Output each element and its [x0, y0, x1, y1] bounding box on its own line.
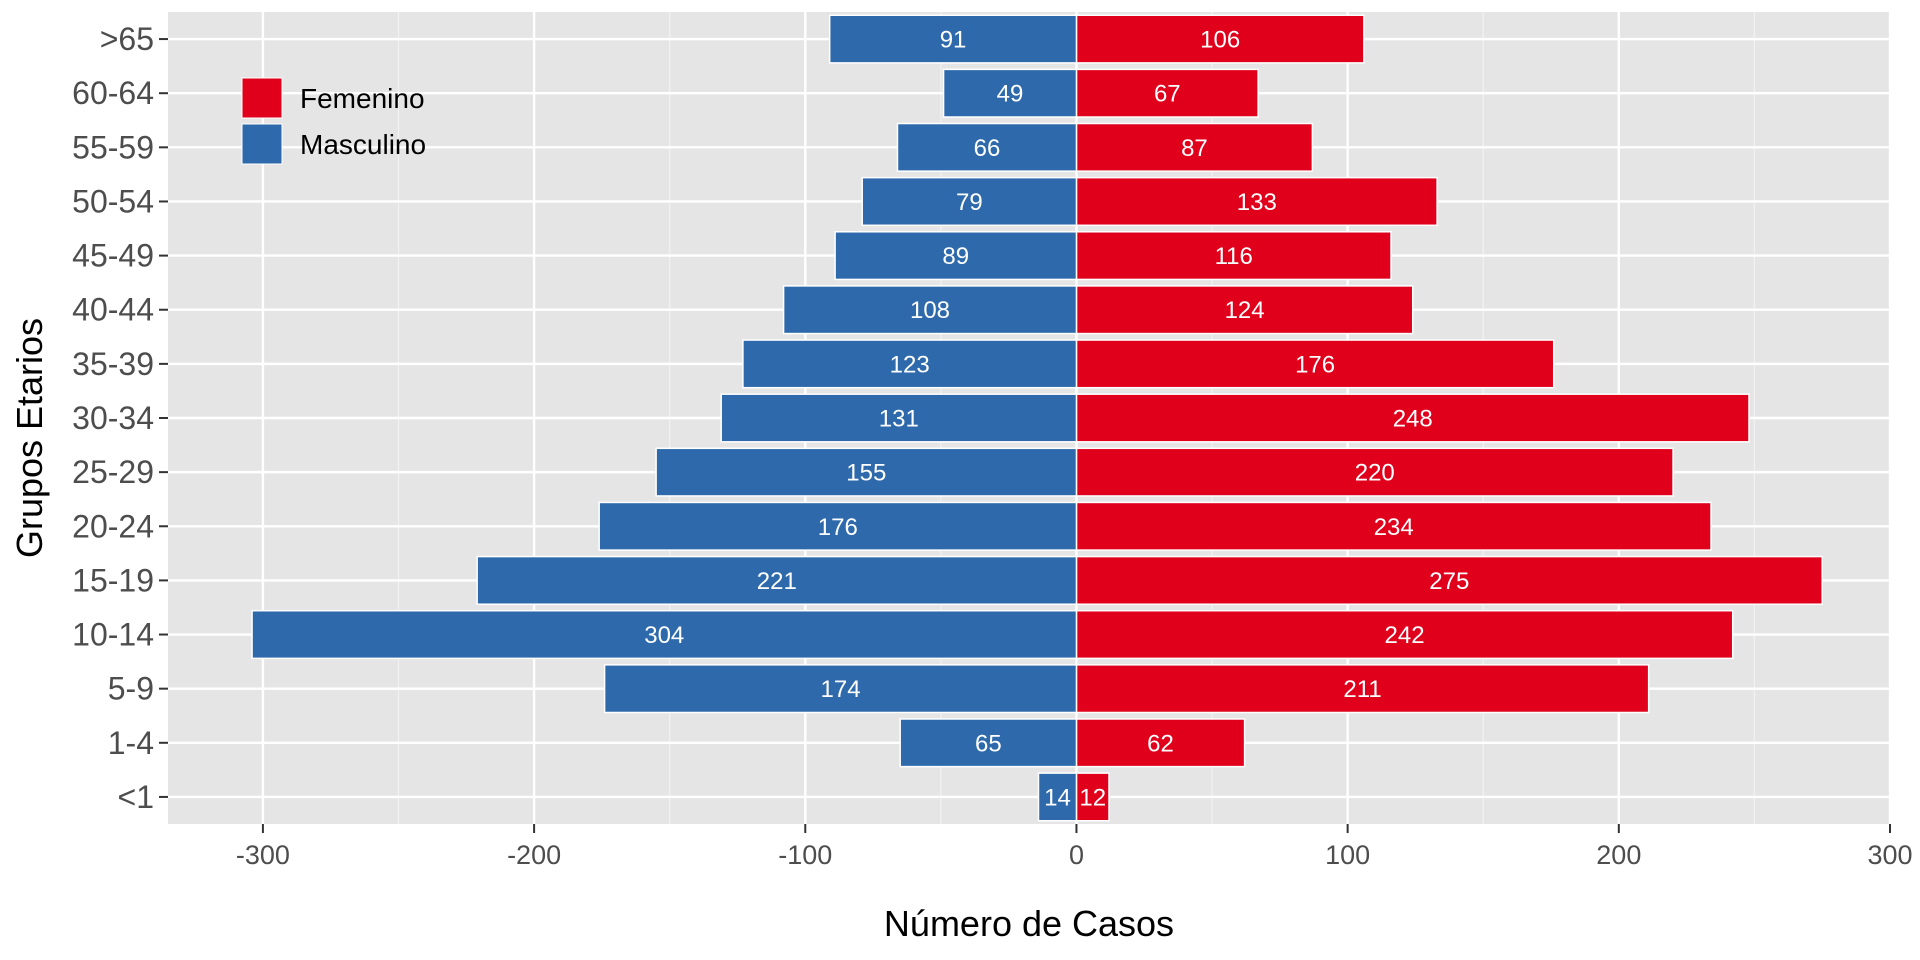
bar-label-femenino-5-9: 211 — [1343, 676, 1381, 703]
bar-femenino-40-44 — [1075, 285, 1414, 335]
bar-label-femenino-35-39: 176 — [1295, 351, 1335, 378]
bar-label-masculino-15-19: 221 — [757, 568, 797, 595]
bar-masculino-5-9 — [603, 664, 1078, 714]
bar-femenino-35-39 — [1075, 339, 1555, 389]
bar-label-femenino-10-14: 242 — [1385, 622, 1425, 649]
y-tick-label-60-64: 60-64 — [72, 75, 154, 111]
bar-masculino-55-59 — [896, 122, 1078, 172]
x-tick-label: 200 — [1596, 840, 1641, 870]
y-tick-label-55-59: 55-59 — [72, 129, 154, 165]
bar-label-masculino-30-34: 131 — [879, 406, 919, 433]
x-tick-label: 300 — [1867, 840, 1912, 870]
legend: Femenino Masculino — [241, 77, 426, 165]
bar-label-masculino-35-39: 123 — [890, 351, 930, 378]
x-tick-label: 0 — [1069, 840, 1084, 870]
x-tick-label: -100 — [778, 840, 832, 870]
bar-label-femenino-50-54: 133 — [1237, 189, 1277, 216]
bar-label-femenino-15-19: 275 — [1429, 568, 1469, 595]
y-axis-title: Grupos Etarios — [9, 318, 50, 558]
bar-label-masculino-45-49: 89 — [942, 243, 969, 270]
bar-femenino-30-34 — [1075, 393, 1750, 443]
bar-masculino-20-24 — [598, 501, 1078, 551]
y-tick-label-40-44: 40-44 — [72, 292, 154, 328]
y-tick-label-gt65: >65 — [100, 21, 154, 57]
y-tick-label-20-24: 20-24 — [72, 508, 154, 544]
bar-masculino-45-49 — [834, 231, 1078, 281]
bar-masculino-30-34 — [720, 393, 1078, 443]
legend-label-masculino: Masculino — [300, 129, 426, 160]
bar-masculino-15-19 — [476, 555, 1078, 605]
bar-femenino-20-24 — [1075, 501, 1712, 551]
x-tick-label: -200 — [507, 840, 561, 870]
bar-label-masculino-10-14: 304 — [644, 622, 684, 649]
y-tick-label-30-34: 30-34 — [72, 400, 154, 436]
bar-label-masculino-gt65: 91 — [940, 27, 967, 54]
legend-label-femenino: Femenino — [300, 83, 425, 114]
bar-label-masculino-50-54: 79 — [956, 189, 983, 216]
bar-label-masculino-5-9: 174 — [821, 676, 861, 703]
bar-masculino-gt65 — [828, 14, 1078, 64]
y-tick-label-lt1: <1 — [118, 779, 154, 815]
y-tick-label-50-54: 50-54 — [72, 183, 154, 219]
x-axis: -300 -200 -100 0 100 200 300 — [236, 824, 1913, 870]
bars-layer — [251, 14, 1823, 822]
bar-label-femenino-lt1: 12 — [1079, 784, 1106, 811]
bar-label-masculino-lt1: 14 — [1044, 784, 1071, 811]
bar-label-femenino-55-59: 87 — [1181, 135, 1208, 162]
bar-femenino-15-19 — [1075, 555, 1823, 605]
bar-masculino-lt1 — [1037, 772, 1078, 822]
bar-label-masculino-25-29: 155 — [846, 460, 886, 487]
bar-label-masculino-40-44: 108 — [910, 297, 950, 324]
x-tick-label: 100 — [1325, 840, 1370, 870]
bar-label-femenino-45-49: 116 — [1215, 243, 1253, 270]
bar-label-femenino-1-4: 62 — [1147, 730, 1174, 757]
bar-label-femenino-40-44: 124 — [1225, 297, 1265, 324]
bar-masculino-25-29 — [655, 447, 1078, 497]
bar-femenino-50-54 — [1075, 176, 1438, 227]
bar-masculino-50-54 — [861, 176, 1078, 227]
bar-masculino-10-14 — [251, 609, 1078, 660]
y-tick-label-35-39: 35-39 — [72, 346, 154, 382]
legend-key-masculino — [241, 123, 283, 165]
bar-femenino-55-59 — [1075, 122, 1314, 172]
x-axis-title: Número de Casos — [884, 903, 1174, 944]
bar-femenino-60-64 — [1075, 68, 1259, 118]
bar-label-femenino-gt65: 106 — [1200, 27, 1240, 54]
bar-label-masculino-60-64: 49 — [997, 81, 1024, 108]
bar-label-femenino-25-29: 220 — [1355, 460, 1395, 487]
x-tick-label: -300 — [236, 840, 290, 870]
bar-masculino-60-64 — [942, 68, 1078, 118]
y-tick-label-1-4: 1-4 — [108, 725, 154, 761]
y-tick-label-5-9: 5-9 — [108, 671, 154, 707]
y-tick-label-45-49: 45-49 — [72, 238, 154, 274]
bar-label-masculino-20-24: 176 — [818, 514, 858, 541]
bar-label-masculino-55-59: 66 — [974, 135, 1001, 162]
bar-femenino-1-4 — [1075, 718, 1246, 768]
bar-masculino-35-39 — [742, 339, 1078, 389]
bar-label-femenino-30-34: 248 — [1393, 406, 1433, 433]
bar-femenino-10-14 — [1075, 609, 1734, 660]
bar-label-masculino-1-4: 65 — [975, 730, 1002, 757]
y-tick-label-25-29: 25-29 — [72, 454, 154, 490]
bar-masculino-40-44 — [782, 285, 1078, 335]
y-tick-label-15-19: 15-19 — [72, 562, 154, 598]
legend-key-femenino — [241, 77, 283, 119]
bar-femenino-5-9 — [1075, 664, 1650, 714]
bar-label-femenino-60-64: 67 — [1154, 81, 1181, 108]
y-tick-label-10-14: 10-14 — [72, 617, 154, 653]
bar-label-femenino-20-24: 234 — [1374, 514, 1414, 541]
bar-masculino-1-4 — [899, 718, 1078, 768]
y-axis: <1 1-4 5-9 10-14 15-19 20-24 25-29 30-34 35-39 40… — [72, 21, 168, 815]
bar-femenino-45-49 — [1075, 231, 1392, 281]
bar-femenino-lt1 — [1075, 772, 1110, 822]
